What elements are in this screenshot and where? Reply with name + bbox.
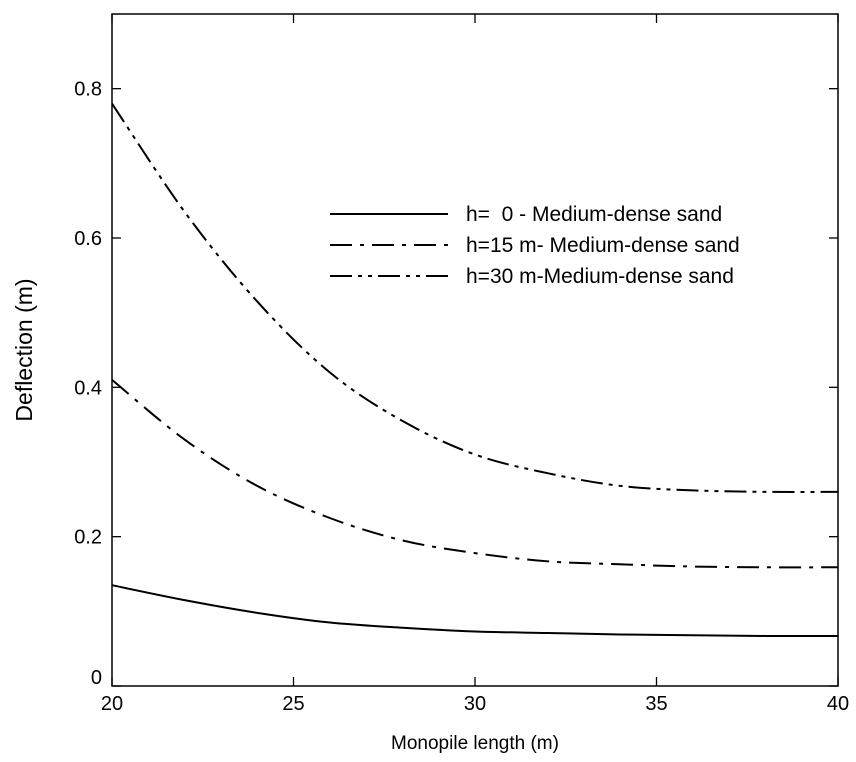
x-tick-label: 40 [827,693,849,715]
series-line-2 [111,379,839,569]
x-tick-label: 30 [464,693,486,715]
y-tick-label: 0.4 [74,377,102,399]
y-axis-title: Deflection (m) [11,278,37,421]
y-tick-label: 0.8 [74,79,102,101]
plot-frame [111,13,839,687]
legend-label-3: h=30 m-Medium-dense sand [466,265,734,288]
x-tick-label: 20 [101,693,123,715]
x-tick-label: 35 [645,693,667,715]
axis-ticks: 20 25 30 35 40 0 0.2 0.4 0.6 0.8 [74,14,849,715]
y-tick-label: 0.6 [74,228,102,250]
x-axis-title: Monopile length (m) [391,733,559,754]
legend-label-2: h=15 m- Medium-dense sand [466,234,740,257]
series-layer [111,103,839,638]
x-tick-label: 25 [282,693,304,715]
legend-label-1: h= 0 - Medium-dense sand [466,203,722,226]
y-tick-label: 0 [91,667,102,689]
legend: h= 0 - Medium-dense sand h=15 m- Medium-d… [330,203,740,288]
series-line-1 [111,584,839,638]
y-tick-label: 0.2 [74,527,102,549]
series-line-3 [111,103,839,493]
